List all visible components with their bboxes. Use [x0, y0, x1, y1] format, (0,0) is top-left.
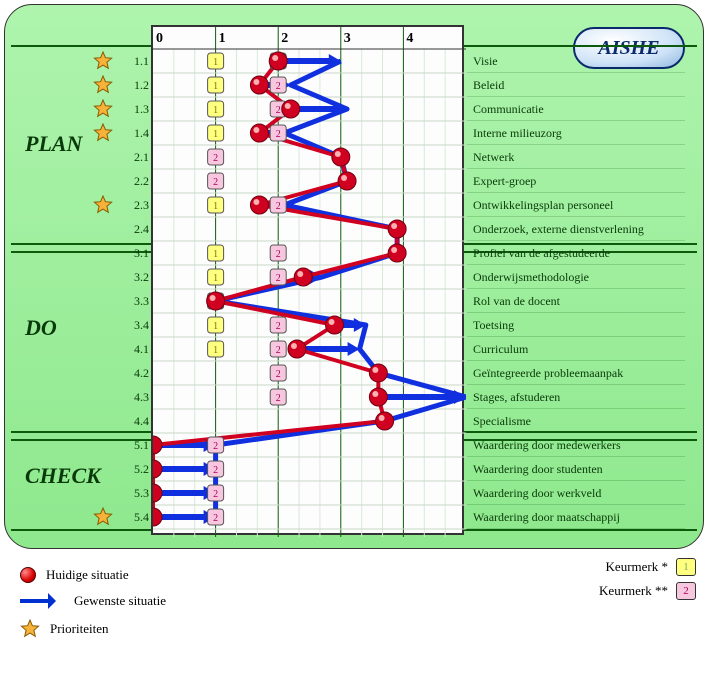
row-ids: 1.11.21.31.42.12.22.32.43.13.23.33.44.14…	[117, 49, 149, 529]
row-id: 3.1	[117, 241, 149, 265]
row-id: 4.2	[117, 361, 149, 385]
row-label: Ontwikkelingsplan personeel	[467, 193, 685, 217]
section-check: CHECK	[25, 463, 101, 489]
legend-k1: Keurmerk *	[606, 559, 668, 575]
row-id: 4.4	[117, 409, 149, 433]
row-id: 3.3	[117, 289, 149, 313]
svg-text:2: 2	[276, 273, 281, 284]
row-label: Onderzoek, externe dienstverlening	[467, 217, 685, 241]
row-label: Waardering door maatschappij	[467, 505, 685, 529]
row-label: Visie	[467, 49, 685, 73]
row-label: Onderwijsmethodologie	[467, 265, 685, 289]
svg-text:2: 2	[276, 129, 281, 140]
row-label: Waardering door studenten	[467, 457, 685, 481]
star-icon	[20, 619, 40, 639]
row-id: 2.2	[117, 169, 149, 193]
row-id: 2.1	[117, 145, 149, 169]
svg-text:1: 1	[213, 273, 218, 284]
row-id: 5.1	[117, 433, 149, 457]
svg-text:4: 4	[406, 31, 413, 46]
svg-text:1: 1	[213, 57, 218, 68]
svg-text:2: 2	[276, 369, 281, 380]
section-plan: PLAN	[25, 131, 82, 157]
row-id: 2.3	[117, 193, 149, 217]
priority-star	[93, 195, 113, 215]
svg-text:2: 2	[213, 153, 218, 164]
row-label: Expert-groep	[467, 169, 685, 193]
row-id: 5.3	[117, 481, 149, 505]
priority-star	[93, 75, 113, 95]
row-label: Stages, afstuderen	[467, 385, 685, 409]
svg-text:1: 1	[213, 201, 218, 212]
svg-text:2: 2	[213, 489, 218, 500]
row-label: Netwerk	[467, 145, 685, 169]
svg-text:2: 2	[276, 321, 281, 332]
row-label: Waardering door medewerkers	[467, 433, 685, 457]
svg-text:2: 2	[281, 31, 288, 46]
priority-star	[93, 99, 113, 119]
row-label: Geïntegreerde probleemaanpak	[467, 361, 685, 385]
svg-text:1: 1	[213, 345, 218, 356]
row-label: Waardering door werkveld	[467, 481, 685, 505]
svg-text:2: 2	[276, 393, 281, 404]
priority-star	[93, 123, 113, 143]
svg-text:1: 1	[213, 81, 218, 92]
svg-text:2: 2	[213, 513, 218, 524]
red-ball-icon	[20, 567, 36, 583]
svg-text:3: 3	[344, 31, 351, 46]
row-label: Toetsing	[467, 313, 685, 337]
chip-k1: 1	[676, 558, 696, 576]
row-id: 5.2	[117, 457, 149, 481]
row-labels: VisieBeleidCommunicatieInterne milieuzor…	[467, 49, 685, 529]
row-id: 1.2	[117, 73, 149, 97]
svg-text:2: 2	[276, 105, 281, 116]
svg-text:2: 2	[276, 249, 281, 260]
svg-text:1: 1	[213, 321, 218, 332]
row-id: 4.1	[117, 337, 149, 361]
legend-des: Gewenste situatie	[74, 593, 166, 609]
aishe-panel: AISHE PLANDOCHECK 1.11.21.31.42.12.22.32…	[4, 4, 704, 549]
legend-k2: Keurmerk **	[599, 583, 668, 599]
legend-pri: Prioriteiten	[50, 621, 109, 637]
priority-star	[93, 507, 113, 527]
svg-text:1: 1	[219, 31, 226, 46]
priority-star	[93, 51, 113, 71]
row-id: 3.4	[117, 313, 149, 337]
svg-text:2: 2	[213, 441, 218, 452]
legend-right: Keurmerk * 1 Keurmerk ** 2	[599, 558, 696, 606]
svg-text:1: 1	[213, 249, 218, 260]
svg-text:1: 1	[213, 105, 218, 116]
svg-text:2: 2	[213, 177, 218, 188]
svg-text:1: 1	[213, 129, 218, 140]
row-id: 3.2	[117, 265, 149, 289]
row-label: Rol van de docent	[467, 289, 685, 313]
row-id: 1.1	[117, 49, 149, 73]
row-id: 2.4	[117, 217, 149, 241]
row-label: Interne milieuzorg	[467, 121, 685, 145]
svg-text:2: 2	[276, 81, 281, 92]
svg-text:2: 2	[276, 345, 281, 356]
chip-k2: 2	[676, 582, 696, 600]
row-label: Specialisme	[467, 409, 685, 433]
svg-text:2: 2	[213, 465, 218, 476]
arrow-icon	[20, 595, 64, 607]
row-id: 1.4	[117, 121, 149, 145]
row-label: Beleid	[467, 73, 685, 97]
row-id: 1.3	[117, 97, 149, 121]
row-label: Profiel van de afgestudeerde	[467, 241, 685, 265]
svg-text:2: 2	[276, 201, 281, 212]
row-label: Communicatie	[467, 97, 685, 121]
section-do: DO	[25, 315, 57, 341]
row-id: 5.4	[117, 505, 149, 529]
chart-area: 0123451212121222121212121212222222	[151, 25, 464, 535]
svg-text:0: 0	[156, 31, 163, 46]
row-label: Curriculum	[467, 337, 685, 361]
legend-cur: Huidige situatie	[46, 567, 129, 583]
row-id: 4.3	[117, 385, 149, 409]
